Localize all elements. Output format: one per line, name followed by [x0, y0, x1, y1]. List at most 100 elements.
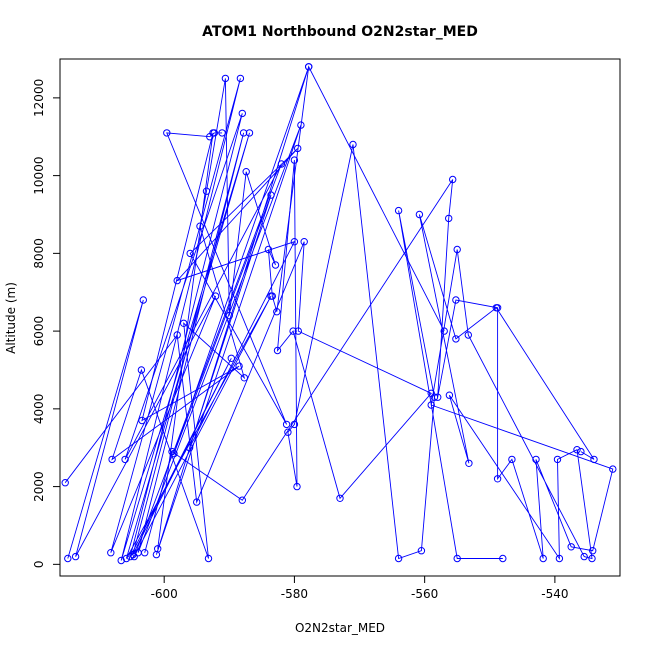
data-point [394, 206, 403, 215]
data-point [227, 354, 236, 362]
data-point [271, 261, 280, 269]
data-point [154, 545, 162, 553]
data-point [290, 238, 299, 246]
y-tick-label: 2000 [32, 471, 46, 502]
data-point [239, 129, 248, 137]
data-point [137, 366, 146, 374]
series-line [111, 65, 445, 559]
data-point [196, 222, 204, 230]
x-tick-label: -540 [541, 587, 568, 601]
data-point [293, 482, 301, 491]
series-layer [61, 63, 617, 565]
data-point [577, 447, 585, 456]
data-point [209, 129, 217, 137]
data-point [273, 346, 282, 355]
y-tick-label: 6000 [32, 316, 46, 347]
data-point [532, 455, 540, 464]
x-tick-label: -600 [151, 587, 178, 601]
x-tick-label: -560 [411, 587, 438, 601]
data-point [589, 547, 597, 555]
y-tick-label: 0 [32, 561, 46, 569]
data-point [107, 549, 115, 557]
data-point [499, 554, 507, 563]
data-point [225, 311, 234, 320]
data-point [573, 446, 581, 454]
data-point [394, 554, 403, 563]
data-point [445, 214, 453, 223]
data-point [211, 292, 220, 300]
data-point [336, 494, 344, 502]
data-point [71, 552, 80, 561]
data-point [590, 455, 598, 464]
data-point [289, 327, 297, 335]
data-point [129, 550, 137, 559]
data-point [267, 191, 275, 199]
data-point [452, 296, 460, 304]
data-point [508, 455, 516, 464]
data-point [553, 455, 562, 464]
data-point [277, 160, 286, 168]
data-point [240, 374, 249, 382]
data-point [264, 245, 273, 254]
data-point [139, 296, 148, 304]
data-point [221, 74, 230, 83]
data-point [493, 475, 502, 483]
data-point [236, 74, 245, 83]
axis-layer: -600 -580 -560 -540 0 2000 4000 6000 8000 10000 12… [32, 79, 569, 601]
data-point [138, 416, 146, 425]
data-point [186, 249, 194, 258]
data-point [238, 496, 247, 504]
data-point [434, 393, 442, 401]
y-axis-label: Altitude (m) [4, 282, 18, 354]
data-point [453, 554, 461, 563]
data-point [64, 554, 72, 563]
y-tick-label: 8000 [32, 238, 46, 269]
data-point [449, 175, 457, 184]
x-tick-label: -580 [281, 587, 308, 601]
data-point [492, 304, 500, 312]
data-point [173, 331, 181, 339]
data-point [117, 556, 125, 565]
data-point [555, 554, 564, 563]
data-point [193, 498, 201, 506]
data-point [268, 292, 276, 300]
y-tick-label: 10000 [32, 157, 46, 195]
data-point [238, 109, 247, 118]
data-point [417, 547, 426, 555]
data-point [282, 420, 291, 429]
data-point [141, 549, 149, 557]
data-point [452, 335, 460, 343]
y-tick-label: 12000 [32, 79, 46, 117]
data-point [168, 447, 176, 456]
data-point [427, 401, 435, 409]
data-point [61, 479, 69, 487]
data-point [464, 331, 472, 339]
data-point [465, 459, 473, 467]
data-point [300, 238, 308, 246]
series-line [67, 66, 310, 561]
data-point [294, 327, 302, 335]
data-point [163, 129, 171, 137]
data-point [122, 554, 131, 563]
data-point [180, 319, 188, 327]
data-point [588, 554, 596, 563]
data-point [290, 156, 299, 164]
data-point [130, 552, 138, 561]
plot-frame [59, 58, 621, 577]
data-point [121, 455, 129, 464]
data-point [415, 210, 424, 219]
data-point [453, 245, 461, 254]
data-point [539, 554, 547, 563]
data-point [349, 140, 357, 149]
data-point [204, 554, 213, 563]
data-point [218, 129, 226, 137]
data-point [609, 465, 617, 473]
data-point [284, 428, 292, 436]
series-line [144, 179, 614, 561]
series-line [64, 144, 503, 560]
data-point [445, 391, 454, 399]
data-point [305, 63, 313, 71]
x-axis-label: O2N2star_MED [295, 621, 385, 635]
